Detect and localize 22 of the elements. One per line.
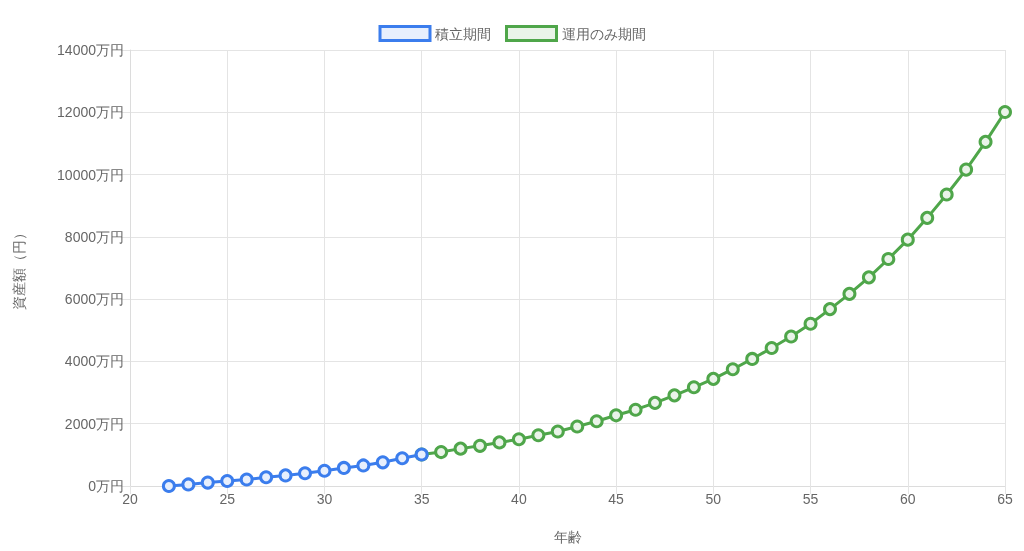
x-tick-label: 45 [608,491,625,507]
y-tick-label: 12000万円 [57,104,124,121]
x-tick-label: 30 [316,491,333,507]
x-tick-label: 50 [705,491,722,507]
x-tick-label: 65 [997,491,1013,507]
x-tick-label: 60 [899,491,916,507]
legend-label: 積立期間 [435,25,491,42]
x-tick-label: 35 [413,491,430,507]
y-tick-label: 10000万円 [57,166,124,183]
x-tick-label: 20 [122,491,138,507]
y-tick-label: 4000万円 [64,353,124,370]
y-tick-label: 0万円 [88,478,124,494]
legend-label: 運用のみ期間 [561,25,646,42]
x-axis-title: 年齢 [553,529,582,545]
x-tick-label: 55 [802,491,819,507]
y-tick-label: 6000万円 [64,291,124,308]
y-tick-label: 14000万円 [57,42,124,58]
y-tick-label: 8000万円 [64,228,124,245]
y-axis-title: 資産額（円） [11,226,27,310]
y-tick-label: 2000万円 [64,415,124,432]
x-tick-label: 25 [219,491,236,507]
x-tick-label: 40 [511,491,527,507]
